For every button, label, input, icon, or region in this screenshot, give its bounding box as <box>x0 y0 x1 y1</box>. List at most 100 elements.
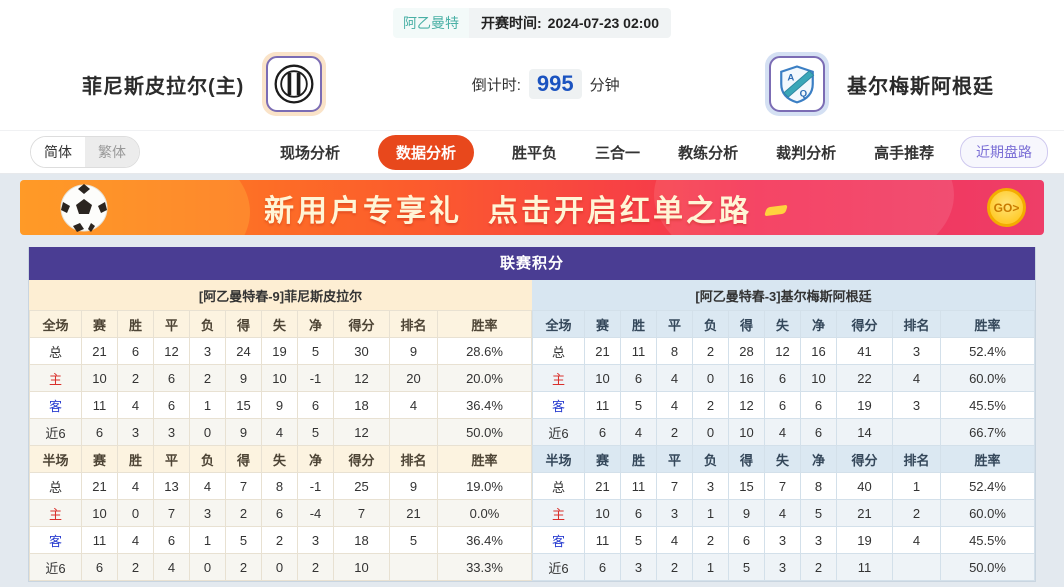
stat-cell: 50.0% <box>437 418 532 446</box>
row-label: 客 <box>29 526 82 554</box>
stat-cell: 33.3% <box>437 553 532 581</box>
away-crest-icon: A Q <box>780 65 815 104</box>
recent-odds-button[interactable]: 近期盘路 <box>960 136 1048 168</box>
table-row: 总 21 11 8 2 28 12 16 41 3 52.4% <box>532 337 1035 365</box>
stat-cell <box>389 553 438 581</box>
nav-tab-3[interactable]: 三合一 <box>595 144 641 162</box>
row-label: 近6 <box>532 553 585 581</box>
home-team: 菲尼斯皮拉尔(主) <box>82 52 327 116</box>
column-header: 得 <box>728 445 765 473</box>
nav-tab-2[interactable]: 胜平负 <box>512 144 558 162</box>
countdown-value: 995 <box>528 69 582 99</box>
stat-cell: 19 <box>836 526 893 554</box>
row-label: 主 <box>532 499 585 527</box>
stat-cell: 30 <box>333 337 390 365</box>
stat-cell: 11 <box>620 472 657 500</box>
stat-cell: 60.0% <box>940 499 1035 527</box>
column-header: 胜率 <box>437 445 532 473</box>
stat-cell: 2 <box>189 364 226 392</box>
stat-cell: 10 <box>728 418 765 446</box>
stat-cell: 6 <box>117 337 154 365</box>
stat-cell <box>892 418 941 446</box>
stat-cell: 10 <box>81 499 118 527</box>
nav-tab-4[interactable]: 教练分析 <box>678 144 739 162</box>
stat-cell: 9 <box>728 499 765 527</box>
stat-cell: 3 <box>800 526 837 554</box>
stat-cell: 3 <box>656 499 693 527</box>
stat-cell: 2 <box>225 499 262 527</box>
stat-cell: 7 <box>333 499 390 527</box>
stat-cell: 11 <box>584 526 621 554</box>
table-row: 总 21 4 13 4 7 8 -1 25 9 19.0% <box>29 472 532 500</box>
stat-cell: 4 <box>117 391 154 419</box>
stat-cell: 9 <box>225 364 262 392</box>
nav-tab-5[interactable]: 裁判分析 <box>776 144 837 162</box>
stat-cell: 4 <box>117 472 154 500</box>
stat-cell: 8 <box>261 472 298 500</box>
table-row: 总 21 6 12 3 24 19 5 30 9 28.6% <box>29 337 532 365</box>
stat-cell: 3 <box>764 553 801 581</box>
stat-cell: 10 <box>584 499 621 527</box>
column-header: 失 <box>764 445 801 473</box>
home-stats-table-wrap: 全场赛胜平负得失净得分 排名 胜率总 21 6 12 3 24 19 5 30 9 28.6% 主 10 2 6… <box>29 310 532 581</box>
stat-cell: 36.4% <box>437 526 532 554</box>
table-row: 主 10 6 3 1 9 4 5 21 2 60.0% <box>532 499 1035 527</box>
lang-simplified-button[interactable]: 简体 <box>31 137 85 167</box>
stat-cell: 6 <box>800 391 837 419</box>
row-label: 客 <box>532 391 585 419</box>
stat-cell: 2 <box>892 499 941 527</box>
away-team-name: 基尔梅斯阿根廷 <box>847 75 994 98</box>
column-header: 净 <box>800 310 837 338</box>
stat-cell: 66.7% <box>940 418 1035 446</box>
stat-cell: 4 <box>389 391 438 419</box>
stat-cell: 3 <box>153 418 190 446</box>
table-row: 客 11 5 4 2 12 6 6 19 3 45.5% <box>532 391 1035 419</box>
stat-cell: 4 <box>620 418 657 446</box>
go-button[interactable]: GO> <box>987 188 1026 227</box>
nav-tab-6[interactable]: 高手推荐 <box>874 144 935 162</box>
stat-cell: 3 <box>620 553 657 581</box>
stat-cell: 15 <box>225 391 262 419</box>
home-full-header-row: 全场赛胜平负得失净得分 排名 胜率 <box>29 310 532 338</box>
stat-cell: 25 <box>333 472 390 500</box>
away-stats-table-wrap: 全场赛胜平负得失净得分 排名 胜率总 21 11 8 2 28 12 16 41 3 52.4% 主 10 6… <box>532 310 1035 581</box>
stat-cell: 6 <box>81 553 118 581</box>
row-label: 近6 <box>29 418 82 446</box>
page-content: 新用户专享礼 点击开启红单之路 GO> 联赛积分 [阿乙曼特春-9]菲尼斯皮拉尔 … <box>0 174 1064 587</box>
stat-cell: 2 <box>261 526 298 554</box>
stat-cell: 9 <box>225 418 262 446</box>
nav-tab-1[interactable]: 数据分析 <box>378 134 475 170</box>
stat-cell: 2 <box>692 391 729 419</box>
stat-cell: 3 <box>297 526 334 554</box>
stat-cell: 6 <box>800 418 837 446</box>
stat-cell: 12 <box>333 364 390 392</box>
column-header: 得分 <box>836 310 893 338</box>
lang-traditional-button[interactable]: 繁体 <box>85 137 139 167</box>
stat-cell: 21 <box>836 499 893 527</box>
stat-cell: 6 <box>153 526 190 554</box>
stat-cell: 5 <box>389 526 438 554</box>
column-header: 负 <box>692 445 729 473</box>
column-header: 赛 <box>584 310 621 338</box>
stat-cell: 11 <box>584 391 621 419</box>
table-row: 客 11 5 4 2 6 3 3 19 4 45.5% <box>532 526 1035 554</box>
stat-cell: 45.5% <box>940 526 1035 554</box>
column-header: 得 <box>225 445 262 473</box>
section-label: 全场 <box>29 310 82 338</box>
countdown-label: 倒计时: <box>471 76 521 94</box>
promo-banner[interactable]: 新用户专享礼 点击开启红单之路 GO> <box>20 180 1044 235</box>
column-header: 赛 <box>584 445 621 473</box>
stat-cell: 19 <box>836 391 893 419</box>
column-header: 平 <box>656 310 693 338</box>
stat-cell: 4 <box>656 364 693 392</box>
stat-cell: 6 <box>297 391 334 419</box>
away-table-header: [阿乙曼特春-3]基尔梅斯阿根廷 <box>532 280 1035 310</box>
column-header: 负 <box>692 310 729 338</box>
stat-cell: 24 <box>225 337 262 365</box>
dash-decoration <box>763 204 789 217</box>
stat-cell: 21 <box>584 472 621 500</box>
nav-tab-0[interactable]: 现场分析 <box>280 144 341 162</box>
stat-cell: 4 <box>656 526 693 554</box>
promo-text-2: 点击开启红单之路 <box>488 194 752 228</box>
column-header: 负 <box>189 445 226 473</box>
